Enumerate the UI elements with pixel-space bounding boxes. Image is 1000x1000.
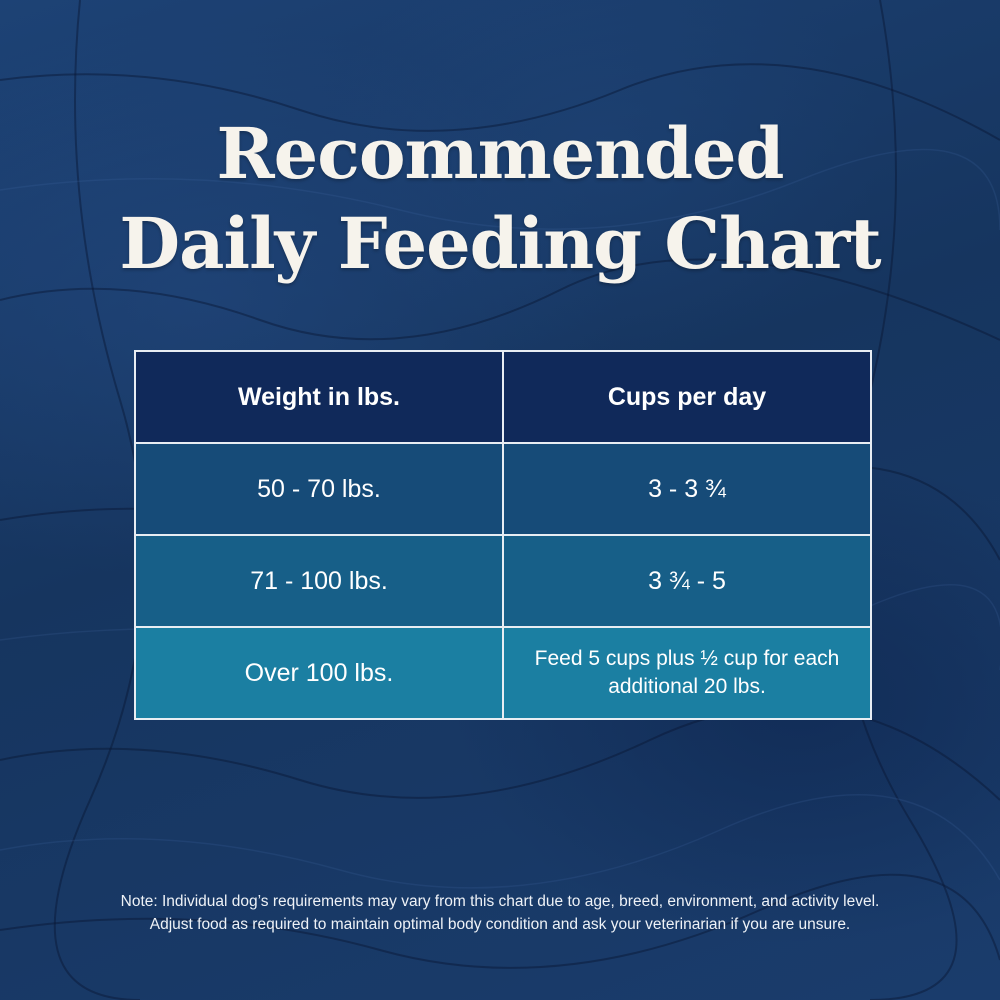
cups-cell: 3 ¾ - 5 bbox=[502, 534, 872, 628]
feeding-chart-table: Weight in lbs. Cups per day 50 - 70 lbs.… bbox=[134, 350, 872, 720]
footnote-line-1: Note: Individual dog’s requirements may … bbox=[120, 893, 880, 910]
table-row: Over 100 lbs. Feed 5 cups plus ½ cup for… bbox=[134, 626, 872, 720]
cups-cell: Feed 5 cups plus ½ cup for each addition… bbox=[502, 626, 872, 720]
header-cups: Cups per day bbox=[502, 350, 872, 444]
weight-cell: 71 - 100 lbs. bbox=[134, 534, 504, 628]
page-title-line-1: Recommended bbox=[216, 112, 784, 195]
footnote: Note: Individual dog’s requirements may … bbox=[0, 890, 1000, 936]
page-title-line-2: Daily Feeding Chart bbox=[119, 202, 881, 285]
table-header-row: Weight in lbs. Cups per day bbox=[134, 350, 872, 444]
header-weight: Weight in lbs. bbox=[134, 350, 504, 444]
table-row: 71 - 100 lbs. 3 ¾ - 5 bbox=[134, 534, 872, 628]
cups-cell: 3 - 3 ¾ bbox=[502, 442, 872, 536]
table-row: 50 - 70 lbs. 3 - 3 ¾ bbox=[134, 442, 872, 536]
weight-cell: 50 - 70 lbs. bbox=[134, 442, 504, 536]
footnote-line-2: Adjust food as required to maintain opti… bbox=[149, 916, 851, 933]
weight-cell: Over 100 lbs. bbox=[134, 626, 504, 720]
